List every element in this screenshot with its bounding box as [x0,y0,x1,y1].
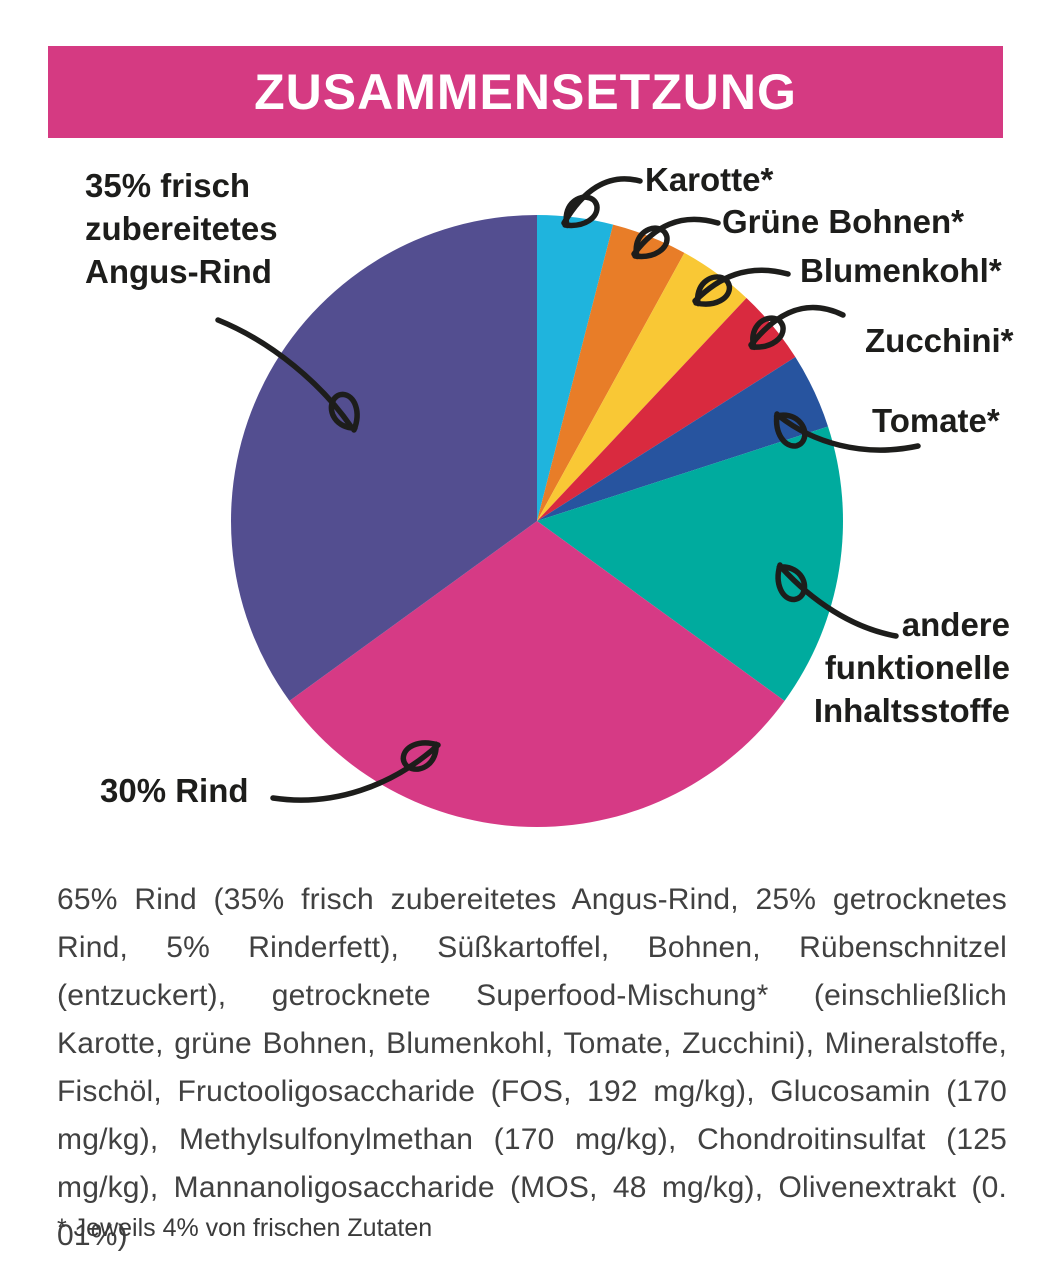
pie-chart [231,214,843,827]
label-karotte: Karotte* [645,161,774,198]
blumenkohl-arrowhead [693,274,733,307]
banner-title: ZUSAMMENSETZUNG [254,64,797,120]
pie-slice-blumenkohl [537,252,747,521]
pie-slice-zucchini [537,297,796,521]
andere-arrowhead [775,562,808,603]
gruene-bohnen-arrowhead [632,225,670,260]
angus-arrowhead [328,391,360,433]
ingredients-section: 65% Rind (35% frisch zubereitetes Angus-… [57,876,1007,1260]
label-zucchini: Zucchini* [865,322,1014,359]
pie-slice-tomate [537,357,829,521]
label-blumenkohl: Blumenkohl* [800,252,1002,289]
composition-banner: ZUSAMMENSETZUNG [48,46,1003,138]
footnote-text: * Jeweils 4% von frischen Zutaten [57,1214,433,1242]
pie-slice-karotte [537,215,614,521]
karotte-arrowhead [562,194,600,229]
rind-30-arrowhead [400,740,441,772]
zucchini-arrow [748,304,846,351]
label-andere-funktionelle-inhaltsstoffe: andere funktionelle Inhaltsstoffe [813,606,1010,729]
label-rind-30: 30% Rind [100,772,249,809]
pie-slice-gruene-bohnen [537,224,685,522]
tomate-arrowhead [773,411,808,449]
label-tomate: Tomate* [872,402,1000,439]
zucchini-arrowhead [749,315,786,351]
blumenkohl-arrow [692,267,791,307]
karotte-arrow [561,176,643,229]
rind-30-arrow [270,740,441,803]
gruene-bohnen-arrow [631,216,721,260]
label-gruene-bohnen: Grüne Bohnen* [722,203,965,240]
label-angus-rind: 35% frisch zubereitetes Angus-Rind [85,167,278,290]
pie-slice-andere [537,426,843,701]
ingredients-text: 65% Rind (35% frisch zubereitetes Angus-… [57,883,1007,1252]
angus-arrow [215,317,360,433]
pie-slice-rind-30 [289,521,785,827]
